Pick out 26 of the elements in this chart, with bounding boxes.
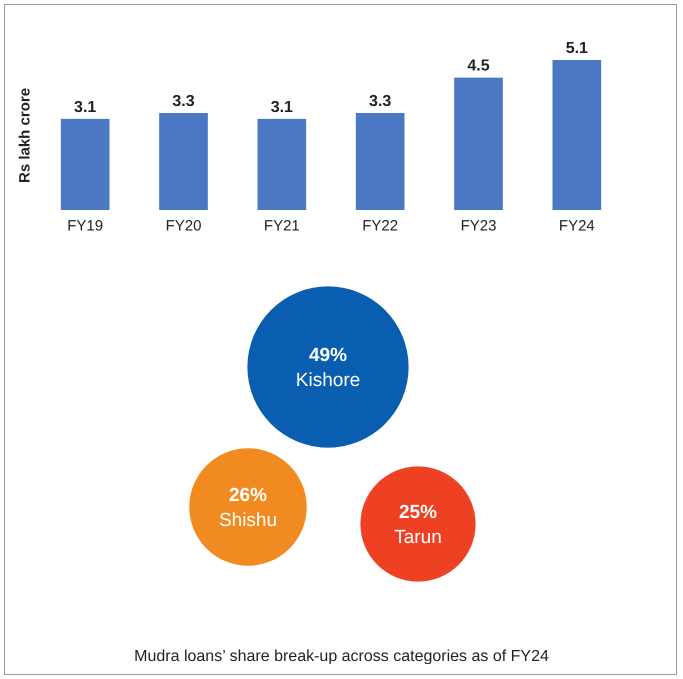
x-tick-label: FY19 — [67, 218, 104, 234]
category-label: Tarun — [394, 527, 442, 548]
data-label: 4.5 — [467, 58, 490, 75]
bar — [356, 112, 405, 210]
data-label: 5.1 — [566, 40, 588, 57]
bar — [454, 78, 503, 210]
category-label: Shishu — [218, 510, 278, 531]
bar — [552, 60, 602, 210]
x-tick-label: FY23 — [460, 218, 496, 234]
data-label: 3.3 — [369, 92, 392, 110]
data-label: 3.1 — [74, 98, 96, 116]
x-tick-label: FY21 — [264, 218, 300, 234]
x-tick-label: FY22 — [362, 218, 398, 234]
y-axis-title: Rs lakh crore — [16, 88, 34, 184]
data-label: 25% — [398, 502, 438, 523]
category-label: Kishore — [296, 370, 360, 391]
bar — [257, 118, 306, 210]
bar — [60, 118, 110, 210]
data-label: 3.1 — [270, 98, 294, 116]
data-label: 3.3 — [172, 92, 195, 110]
bar — [159, 112, 208, 210]
x-tick-label: FY20 — [166, 218, 202, 234]
x-tick-label: FY24 — [558, 218, 595, 234]
data-label: 26% — [228, 485, 268, 506]
data-label: 49% — [308, 345, 348, 366]
text: Mudra loans’ share break-up across categories as of FY24 — [134, 648, 549, 665]
